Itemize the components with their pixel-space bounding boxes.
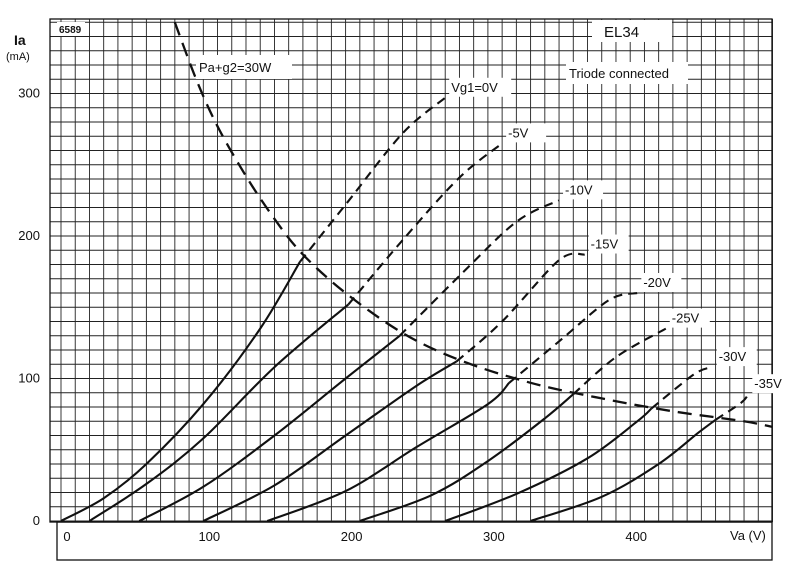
x-tick-labels: 0 100 200 300 400 bbox=[63, 529, 647, 544]
curve-label: -10V bbox=[565, 182, 593, 197]
anode-curve-solid bbox=[60, 261, 302, 522]
chart-subtitle: Triode connected bbox=[569, 66, 669, 81]
grid bbox=[50, 19, 773, 522]
anode-curve-solid bbox=[266, 382, 510, 522]
anode-curve-dashed bbox=[347, 142, 503, 306]
anode-curve-dashed bbox=[398, 199, 560, 337]
tube-title: EL34 bbox=[604, 24, 639, 41]
x-tick-label: 200 bbox=[341, 529, 363, 544]
x-axis-label: Va (V) bbox=[730, 528, 766, 543]
curve-label: -35V bbox=[754, 376, 782, 391]
anode-curve-dashed bbox=[650, 366, 714, 410]
anode-curve-solid bbox=[202, 360, 458, 522]
power-dissipation-curve bbox=[173, 21, 773, 429]
curve-label-background bbox=[716, 347, 757, 367]
y-tick-label: 0 bbox=[33, 513, 40, 528]
curve-label-background bbox=[752, 374, 793, 394]
x-tick-label: 100 bbox=[198, 529, 220, 544]
y-axis-label: Ia bbox=[14, 32, 26, 48]
x-tick-label: 0 bbox=[63, 529, 70, 544]
curve-label: -15V bbox=[591, 237, 619, 252]
power-label: Pa+g2=30W bbox=[199, 60, 272, 75]
y-axis-unit: (mA) bbox=[6, 51, 30, 63]
anode-curve-solid bbox=[138, 334, 401, 522]
anode-curve-solid bbox=[359, 393, 574, 522]
curve-label-background bbox=[563, 180, 604, 200]
anode-curve-dashed bbox=[508, 291, 638, 384]
curve-label: -30V bbox=[719, 349, 747, 364]
x-tick-label: 300 bbox=[483, 529, 505, 544]
curve-label: Vg1=0V bbox=[451, 80, 498, 95]
anode-curves bbox=[60, 96, 750, 522]
anode-curve-solid bbox=[444, 407, 653, 522]
y-tick-label: 200 bbox=[18, 228, 40, 243]
anode-curve-dashed bbox=[715, 393, 750, 421]
curve-label: -5V bbox=[508, 125, 529, 140]
plot-frame bbox=[49, 18, 773, 523]
curve-label-background bbox=[641, 273, 682, 292]
curve-label-background bbox=[449, 77, 512, 97]
curve-label-background bbox=[669, 308, 710, 328]
y-tick-label: 300 bbox=[18, 86, 40, 101]
curve-label: -25V bbox=[672, 311, 700, 326]
figure-number: 6589 bbox=[59, 25, 82, 36]
curve-label-background bbox=[506, 123, 547, 143]
y-tick-label: 100 bbox=[18, 371, 40, 386]
curve-label: -20V bbox=[643, 275, 671, 290]
anode-curve-solid bbox=[88, 303, 350, 522]
anode-curve-dashed bbox=[299, 96, 446, 263]
anode-curve-solid bbox=[530, 418, 717, 522]
x-tick-label: 400 bbox=[625, 529, 647, 544]
y-tick-labels: 0 100 200 300 bbox=[18, 86, 40, 529]
x-axis-label-box bbox=[56, 521, 773, 561]
curve-labels: Vg1=0V -5V -10V -15V -20V -25V -30V -35V bbox=[449, 77, 793, 394]
curve-label-background bbox=[588, 234, 629, 254]
